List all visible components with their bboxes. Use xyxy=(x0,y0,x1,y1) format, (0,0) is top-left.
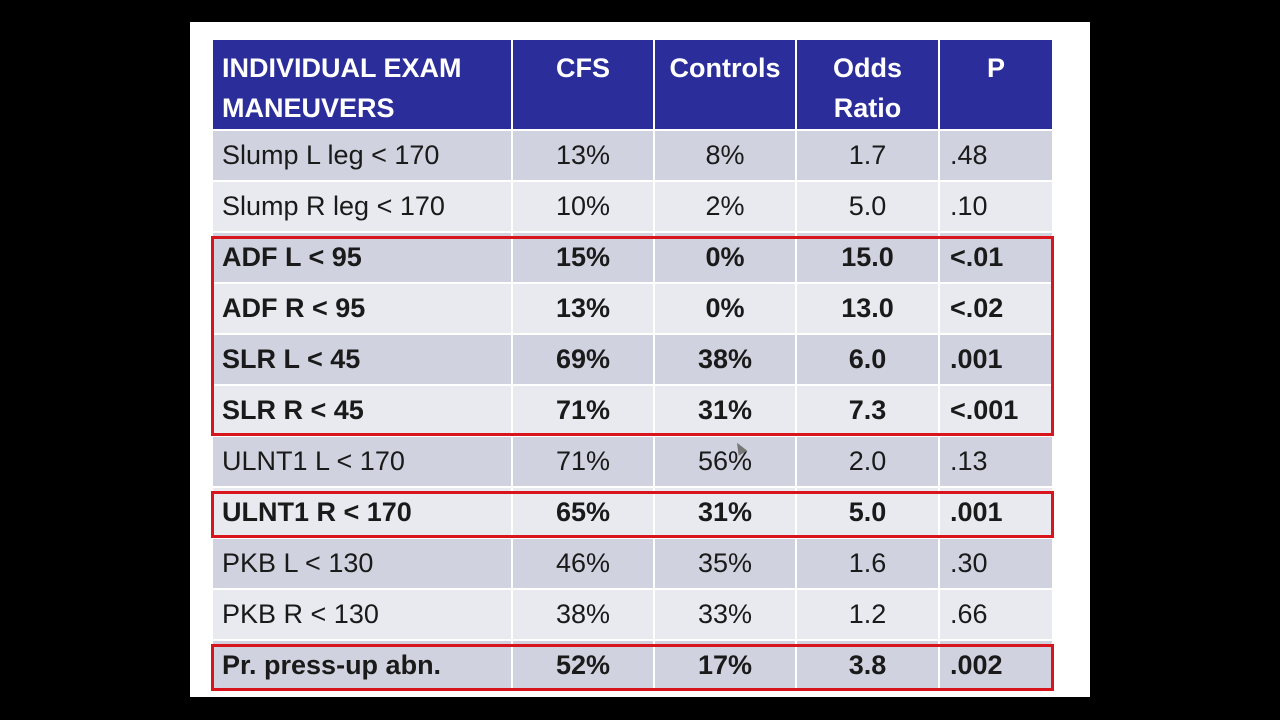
cell-p: .13 xyxy=(950,446,988,476)
cell-p: .001 xyxy=(950,344,1003,374)
cell-controls: 38% xyxy=(655,335,797,384)
cell-maneuver: ULNT1 R < 170 xyxy=(213,488,513,537)
table-row: ADF L < 95 15% 0% 15.0 <.01 xyxy=(213,233,1052,284)
header-odds-ratio: Odds Ratio xyxy=(797,40,940,129)
cell-cfs: 46% xyxy=(513,539,655,588)
table-row: PKB R < 130 38% 33% 1.2 .66 xyxy=(213,590,1052,641)
cell-p: <.02 xyxy=(950,293,1004,323)
cell-controls: 35% xyxy=(655,539,797,588)
cell-odds-ratio: 6.0 xyxy=(797,335,940,384)
cell-maneuver: ADF R < 95 xyxy=(213,284,513,333)
cell-maneuver: PKB R < 130 xyxy=(213,590,513,639)
cell-maneuver: Slump L leg < 170 xyxy=(213,131,513,180)
cell-cfs: 10% xyxy=(513,182,655,231)
table-row: PKB L < 130 46% 35% 1.6 .30 xyxy=(213,539,1052,590)
cell-controls: 8% xyxy=(655,131,797,180)
table-row: ADF R < 95 13% 0% 13.0 <.02 xyxy=(213,284,1052,335)
cell-controls: 31% xyxy=(655,386,797,435)
cell-p: .66 xyxy=(950,599,988,629)
cell-odds-ratio: 2.0 xyxy=(797,437,940,486)
cell-cfs: 65% xyxy=(513,488,655,537)
cell-cfs: 38% xyxy=(513,590,655,639)
cell-odds-ratio: 13.0 xyxy=(797,284,940,333)
cell-p: .48 xyxy=(950,140,988,170)
cell-odds-ratio: 5.0 xyxy=(797,182,940,231)
cell-cfs: 13% xyxy=(513,284,655,333)
cell-p: .002 xyxy=(950,650,1003,680)
table-row: Slump R leg < 170 10% 2% 5.0 .10 xyxy=(213,182,1052,233)
cell-p: <.01 xyxy=(950,242,1004,272)
cell-p: <.001 xyxy=(950,395,1019,425)
cell-controls: 31% xyxy=(655,488,797,537)
cell-cfs: 52% xyxy=(513,641,655,690)
cell-controls: 56% xyxy=(655,437,797,486)
cell-maneuver: ULNT1 L < 170 xyxy=(213,437,513,486)
cell-maneuver: PKB L < 130 xyxy=(213,539,513,588)
cell-odds-ratio: 7.3 xyxy=(797,386,940,435)
cell-controls: 17% xyxy=(655,641,797,690)
cell-controls: 0% xyxy=(655,284,797,333)
cell-cfs: 15% xyxy=(513,233,655,282)
cell-controls: 0% xyxy=(655,233,797,282)
cell-maneuver: Pr. press-up abn. xyxy=(213,641,513,690)
cell-maneuver: SLR L < 45 xyxy=(213,335,513,384)
cell-cfs: 71% xyxy=(513,437,655,486)
exam-maneuvers-table: INDIVIDUAL EXAM MANEUVERS CFS Controls O… xyxy=(213,40,1052,692)
table-body: Slump L leg < 170 13% 8% 1.7.48 Slump R leg … xyxy=(213,131,1052,692)
table-row: Pr. press-up abn. 52% 17% 3.8 .002 xyxy=(213,641,1052,692)
cell-odds-ratio: 1.2 xyxy=(797,590,940,639)
cell-controls: 33% xyxy=(655,590,797,639)
cell-odds-ratio: 3.8 xyxy=(797,641,940,690)
cell-p: .30 xyxy=(950,548,988,578)
cell-cfs: 13% xyxy=(513,131,655,180)
cell-controls: 2% xyxy=(655,182,797,231)
cell-odds-ratio: 1.6 xyxy=(797,539,940,588)
cell-p: .10 xyxy=(950,191,988,221)
table-row: Slump L leg < 170 13% 8% 1.7 .48 xyxy=(213,131,1052,182)
cell-odds-ratio: 5.0 xyxy=(797,488,940,537)
table-row: SLR R < 45 71% 31% 7.3 <.001 xyxy=(213,386,1052,437)
header-controls: Controls xyxy=(655,40,797,129)
cell-cfs: 71% xyxy=(513,386,655,435)
cell-odds-ratio: 1.7 xyxy=(797,131,940,180)
header-maneuvers: INDIVIDUAL EXAM MANEUVERS xyxy=(213,40,513,129)
table-header-row: INDIVIDUAL EXAM MANEUVERS CFS Controls O… xyxy=(213,40,1052,131)
header-p: P xyxy=(986,53,1005,83)
cell-cfs: 69% xyxy=(513,335,655,384)
slide: INDIVIDUAL EXAM MANEUVERS CFS Controls O… xyxy=(190,22,1090,697)
cell-maneuver: Slump R leg < 170 xyxy=(213,182,513,231)
cell-p: .001 xyxy=(950,497,1003,527)
cell-maneuver: ADF L < 95 xyxy=(213,233,513,282)
cell-odds-ratio: 15.0 xyxy=(797,233,940,282)
table-row: ULNT1 L < 170 71% 56% 2.0 .13 xyxy=(213,437,1052,488)
table-row: ULNT1 R < 170 65% 31% 5.0 .001 xyxy=(213,488,1052,539)
header-cfs: CFS xyxy=(513,40,655,129)
table-row: SLR L < 45 69% 38% 6.0 .001 xyxy=(213,335,1052,386)
cell-maneuver: SLR R < 45 xyxy=(213,386,513,435)
